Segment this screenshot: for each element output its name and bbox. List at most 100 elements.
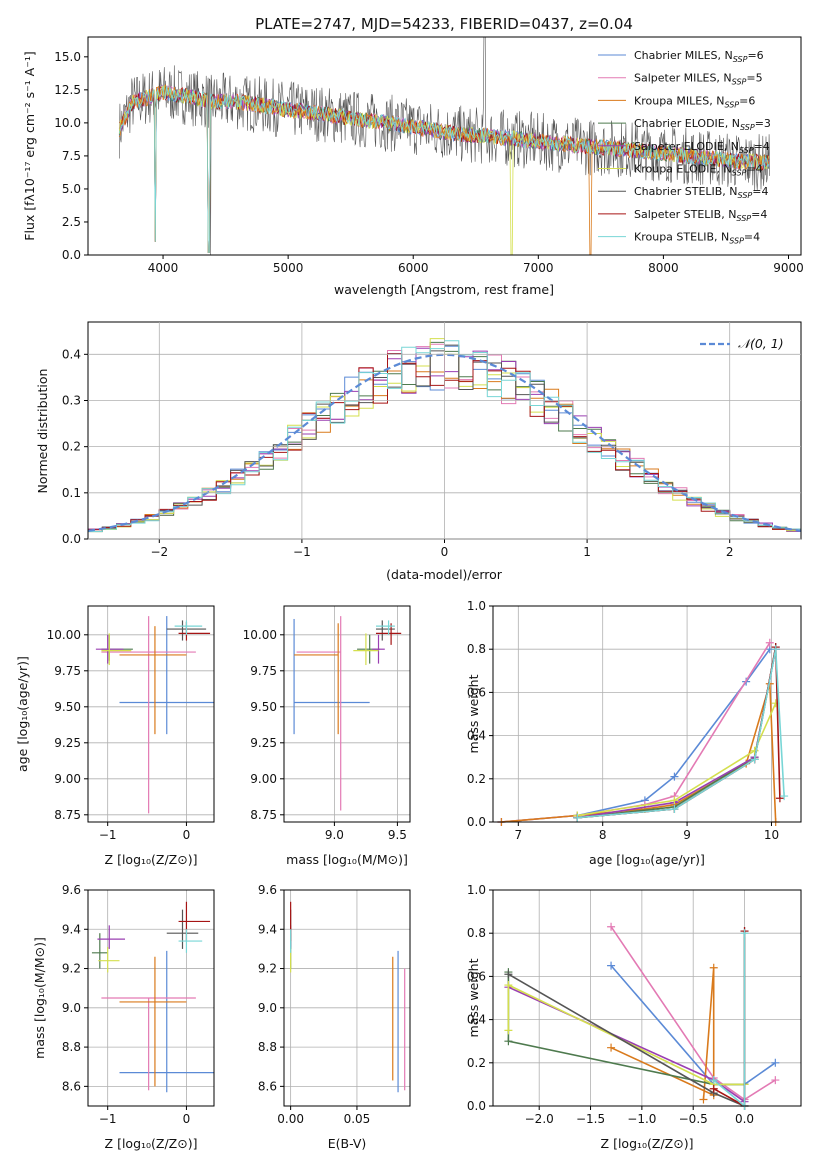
residuals-ylabel: Normed distribution <box>35 369 50 494</box>
weight-point-marker <box>780 792 789 801</box>
weight-point-marker <box>765 638 774 647</box>
weight-point-marker <box>709 1084 718 1093</box>
weight-point-marker <box>607 1043 616 1052</box>
y-tick-label: 7.5 <box>62 149 81 163</box>
x-tick-label: 0 <box>441 545 449 559</box>
y-tick-label: 9.75 <box>250 664 277 678</box>
legend-entry-sub: SSP <box>732 169 747 178</box>
spectrum-series-line <box>119 36 770 256</box>
weight-point-marker <box>771 1058 780 1067</box>
spectrum-series-line <box>118 85 770 253</box>
legend-entry-name: Kroupa STELIB, N <box>634 231 729 244</box>
weight-series-line <box>610 967 715 1100</box>
legend-entry-value: =3 <box>755 117 771 130</box>
y-tick-label: 0.1 <box>62 486 81 500</box>
y-tick-label: 9.4 <box>258 922 277 936</box>
x-tick-label: 9.0 <box>325 828 344 842</box>
x-tick-label: 2 <box>726 545 734 559</box>
panel-spectrum: PLATE=2747, MJD=54233, FIBERID=0437, z=0… <box>22 15 804 297</box>
y-tick-label: 9.50 <box>250 700 277 714</box>
y-tick-label: 9.4 <box>62 922 81 936</box>
x-tick-label: 5000 <box>273 261 304 275</box>
y-axis-label: mass [log₁₀(M/M⊙)] <box>32 937 47 1059</box>
weight-series-line <box>577 646 781 819</box>
y-tick-label: 15.0 <box>54 50 81 64</box>
x-tick-label: 8 <box>599 828 607 842</box>
y-tick-label: 0.2 <box>467 772 486 786</box>
y-tick-label: 0.6 <box>467 969 486 983</box>
weight-point-marker <box>699 1095 708 1104</box>
legend-entry-value: =4 <box>746 163 762 176</box>
x-tick-label: 7000 <box>523 261 554 275</box>
residuals-xlabel: (data-model)/error <box>386 567 503 582</box>
y-tick-label: 5.0 <box>62 182 81 196</box>
x-tick-label: 4000 <box>148 261 179 275</box>
legend-entry-sub: SSP <box>729 237 744 246</box>
legend-entry: Salpeter STELIB, NSSP=4 <box>634 208 767 223</box>
panel-residuals: −2 −1 0 1 2 0.0 0.1 0.2 0.3 0.4 (data-model)/erro… <box>35 321 802 582</box>
x-tick-label: 9 <box>683 828 691 842</box>
legend-entry-value: =4 <box>744 231 760 244</box>
panel-weight-vs-Z: −2.0 −1.5 −1.0 −0.5 0.0 0.0 0.2 0.4 0.6 0.8 1.0 Z [… <box>466 883 802 1151</box>
y-tick-label: 10.00 <box>243 628 277 642</box>
weight-point-marker <box>771 1076 780 1085</box>
y-tick-label: 1.0 <box>467 883 486 897</box>
y-tick-label: 0.0 <box>467 815 486 829</box>
y-tick-label: 0.0 <box>467 1099 486 1113</box>
y-axis-label: age [log₁₀(age/yr)] <box>15 656 30 772</box>
weight-point-marker <box>709 1076 718 1085</box>
legend-entry-sub: SSP <box>739 146 754 155</box>
normal-legend: 𝒩(0, 1) <box>700 336 784 351</box>
weight-point-marker <box>504 1037 513 1046</box>
legend-entry-name: Salpeter ELODIE, N <box>634 140 739 153</box>
y-tick-label: 0.4 <box>467 1013 486 1027</box>
weight-point-marker <box>670 805 679 814</box>
x-axis-label: mass [log₁₀(M/M⊙)] <box>286 852 408 867</box>
normal-legend-label: 𝒩(0, 1) <box>738 336 784 351</box>
y-tick-label: 9.25 <box>54 736 81 750</box>
y-tick-label: 0.0 <box>62 248 81 262</box>
legend-entry-name: Kroupa ELODIE, N <box>634 163 732 176</box>
legend-entry-sub: SSP <box>732 78 747 87</box>
y-tick-label: 8.75 <box>54 808 81 822</box>
x-tick-label: 1 <box>583 545 591 559</box>
y-tick-label: 0.3 <box>62 393 81 407</box>
y-tick-label: 8.75 <box>250 808 277 822</box>
y-tick-label: 9.6 <box>258 883 277 897</box>
weight-point-marker <box>504 970 513 979</box>
y-tick-label: 0.4 <box>62 347 81 361</box>
x-tick-label: −0.5 <box>679 1112 708 1126</box>
y-axis-label: mass weight <box>466 674 481 753</box>
chart-title: PLATE=2747, MJD=54233, FIBERID=0437, z=0… <box>255 15 633 33</box>
y-tick-label: 9.00 <box>54 772 81 786</box>
legend-entry-sub: SSP <box>740 123 755 132</box>
y-tick-label: 9.75 <box>54 664 81 678</box>
y-tick-label: 12.5 <box>54 83 81 97</box>
legend-entry-value: =4 <box>752 185 768 198</box>
x-tick-label: 9.5 <box>388 828 407 842</box>
y-tick-label: 9.25 <box>250 736 277 750</box>
y-axis-label: mass weight <box>466 958 481 1037</box>
x-tick-label: −2 <box>150 545 168 559</box>
weight-series-line <box>501 642 771 823</box>
spectrum-ylabel: Flux [fλ10⁻¹⁷ erg cm⁻² s⁻¹ A⁻¹] <box>22 51 37 240</box>
weight-point-marker <box>670 772 679 781</box>
panel-age-vs-mass: 9.0 9.5 8.75 9.00 9.25 9.50 9.75 10.00 mass [log… <box>243 605 411 867</box>
weight-point-marker <box>750 746 759 755</box>
x-tick-label: −1 <box>293 545 311 559</box>
y-tick-label: 0.8 <box>467 926 486 940</box>
legend-entry-sub: SSP <box>736 214 751 223</box>
x-tick-label: −1.5 <box>576 1112 605 1126</box>
weight-point-marker <box>670 796 679 805</box>
weight-series-line <box>610 926 776 1101</box>
weight-point-marker <box>750 755 759 764</box>
legend-entry-value: =4 <box>751 208 767 221</box>
x-tick-label: −1.0 <box>627 1112 656 1126</box>
x-tick-label: 7 <box>514 828 522 842</box>
x-tick-label: 6000 <box>398 261 429 275</box>
y-tick-label: 9.0 <box>62 1001 81 1015</box>
weight-point-marker <box>573 813 582 822</box>
legend-entry: Salpeter ELODIE, NSSP=4 <box>634 140 770 155</box>
weight-point-marker <box>740 929 749 938</box>
y-tick-label: 2.5 <box>62 215 81 229</box>
